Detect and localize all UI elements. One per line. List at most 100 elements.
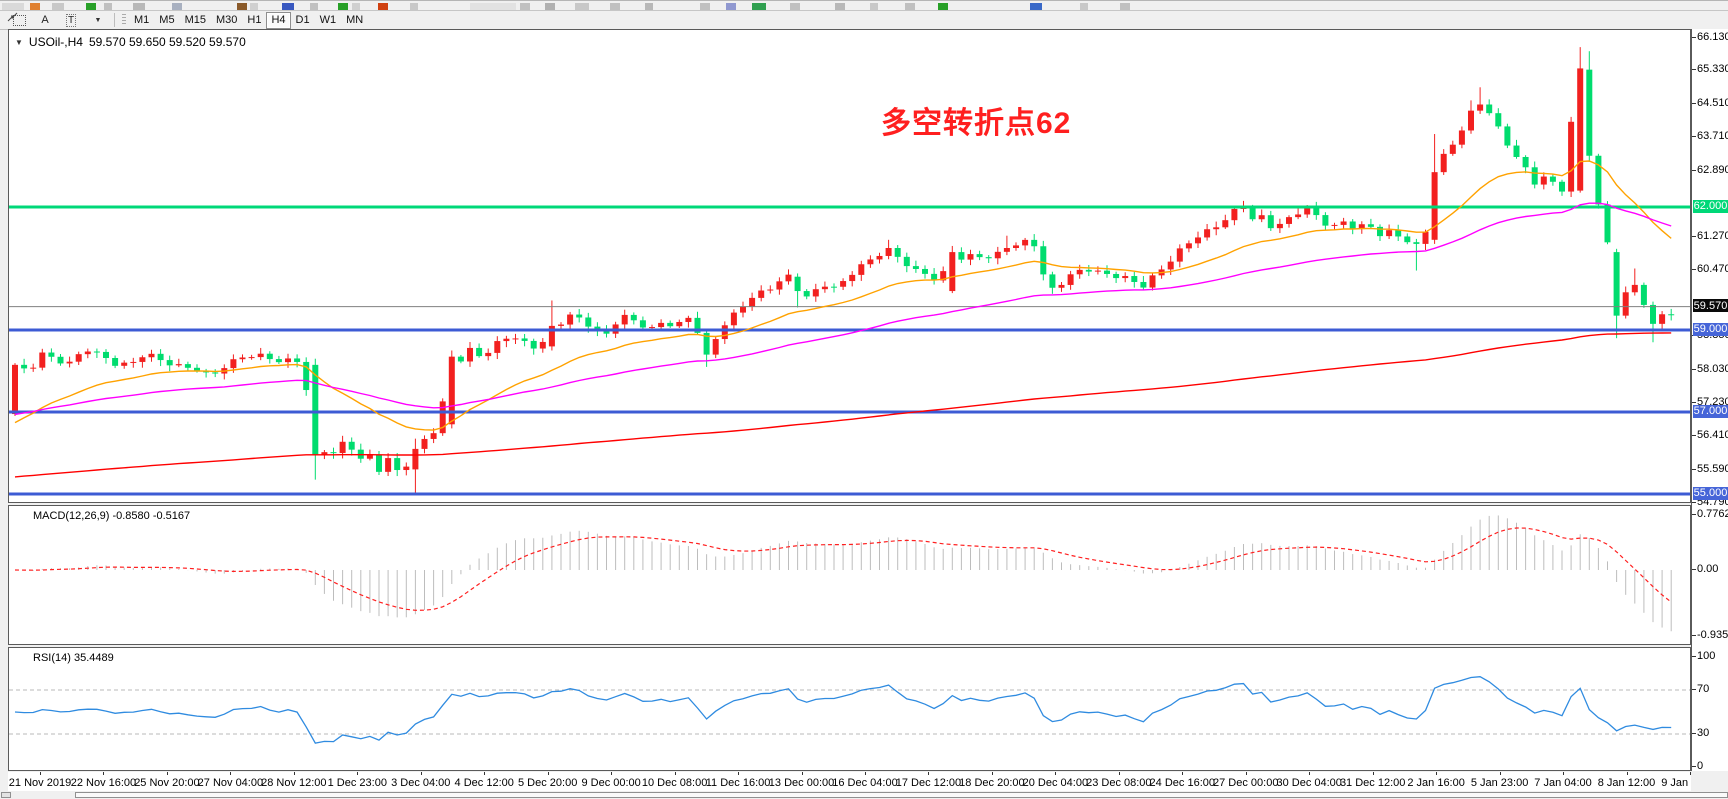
macd-indicator-panel[interactable]: MACD(12,26,9) -0.8580 -0.5167: [8, 505, 1691, 645]
price-axis-label: 0: [1697, 760, 1704, 772]
macd-label: MACD(12,26,9) -0.8580 -0.5167: [33, 510, 191, 522]
time-tick-mark: [611, 772, 613, 775]
toolbar-icon-stub[interactable]: [575, 3, 589, 10]
selection-frame-tool-icon[interactable]: [7, 12, 31, 29]
time-axis-label: 16 Dec 04:00: [832, 777, 898, 789]
timeframe-button-mn[interactable]: MN: [346, 14, 364, 26]
scroll-left-box[interactable]: [1, 792, 11, 798]
toolbar-icon-stub[interactable]: [104, 3, 112, 10]
price-axis-label: 55.590: [1697, 462, 1728, 475]
time-tick-mark: [1245, 772, 1247, 775]
time-axis-label: 1 Dec 23:00: [327, 777, 387, 789]
time-axis-label: 22 Nov 16:00: [70, 777, 137, 789]
price-axis-label: 56.410: [1697, 429, 1728, 442]
toolbar-icon-stub[interactable]: [1120, 3, 1130, 10]
toolbar-icon-stub[interactable]: [52, 3, 64, 10]
toolbar-icon-stub[interactable]: [545, 3, 555, 10]
toolbar-icon-stub[interactable]: [790, 3, 800, 10]
time-tick-mark: [484, 772, 486, 775]
axis-tick-mark: [1692, 103, 1696, 105]
timeframe-button-h1[interactable]: H1: [247, 14, 262, 26]
axis-tick-mark: [1692, 656, 1696, 657]
toolbar-icon-stub[interactable]: [282, 3, 294, 10]
toolbar-icon-stub[interactable]: [1080, 3, 1088, 10]
axis-tick-mark: [1692, 468, 1696, 470]
axis-tick-mark: [1692, 766, 1696, 767]
time-tick-mark: [1372, 772, 1374, 775]
toolbar-icon-stub[interactable]: [610, 3, 620, 10]
toolbar-icon-stub[interactable]: [378, 3, 388, 10]
time-axis-label: 27 Nov 04:00: [197, 777, 264, 789]
time-tick-mark: [991, 772, 993, 775]
toolbar-icon-stub[interactable]: [726, 3, 736, 10]
axis-tick-mark: [1692, 268, 1696, 270]
timeframe-button-m5[interactable]: M5: [159, 14, 175, 26]
toolbar-icon-stub[interactable]: [938, 3, 948, 10]
time-tick-mark: [40, 772, 41, 775]
price-axis-label: 70: [1697, 683, 1710, 695]
chevron-down-icon: ▼: [94, 16, 102, 24]
timeframe-button-h4[interactable]: H4: [266, 11, 291, 29]
price-level-badge: 59.000: [1693, 322, 1728, 336]
main-toolbar-clipped: [0, 1, 1728, 11]
toolbar-icon-stub[interactable]: [2, 3, 24, 10]
toolbar-icon-stub[interactable]: [1030, 3, 1042, 10]
toolbar-icon-stub[interactable]: [30, 3, 40, 10]
price-axis[interactable]: 66.130 65.330 64.510 63.710 62.890 61.270 60.4…: [1691, 29, 1728, 772]
timeframe-button-w1[interactable]: W1: [319, 14, 337, 26]
timeframe-button-m30[interactable]: M30: [215, 14, 238, 26]
time-axis-label: 3 Dec 04:00: [391, 777, 451, 789]
toolbar-icon-stub[interactable]: [520, 3, 530, 10]
time-tick-mark: [801, 772, 803, 775]
axis-tick-mark: [1692, 513, 1696, 515]
toolbar-icon-stub[interactable]: [645, 3, 653, 10]
toolbar-icon-stub[interactable]: [172, 3, 182, 10]
toolbar-icon-stub[interactable]: [835, 3, 845, 10]
toolbar-icon-stub[interactable]: [250, 3, 258, 10]
timeframe-button-m15[interactable]: M15: [184, 14, 206, 26]
axis-tick-mark: [1692, 401, 1696, 403]
drawing-tools-dropdown[interactable]: ▼: [7, 12, 109, 29]
price-axis-label: 63.710: [1697, 129, 1728, 142]
price-chart-panel[interactable]: ▼ USOil-,H4 59.570 59.650 59.520 59.570 …: [8, 29, 1691, 503]
time-axis-label: 10 Dec 08:00: [641, 777, 708, 789]
time-tick-mark: [1309, 772, 1311, 775]
time-tick-mark: [420, 772, 422, 775]
toolbar-icon-stub[interactable]: [870, 3, 878, 10]
axis-tick-mark: [1692, 733, 1696, 734]
collapse-quote-icon[interactable]: ▼: [15, 37, 23, 47]
toolbar-icon-stub[interactable]: [410, 3, 418, 10]
ohlc-quote-label: 59.570 59.650 59.520 59.570: [88, 35, 246, 49]
time-axis-label: 20 Dec 04:00: [1022, 777, 1089, 789]
price-axis-label: 61.270: [1697, 229, 1728, 242]
price-axis-label: 66.130: [1697, 30, 1728, 43]
toolbar-icon-stub[interactable]: [752, 3, 766, 10]
axis-tick-mark: [1692, 569, 1696, 570]
time-tick-mark: [293, 772, 295, 775]
chart-text-annotation[interactable]: 多空转折点62: [881, 107, 1072, 140]
text-label-tool[interactable]: A: [41, 14, 49, 26]
toolbar-icon-stub[interactable]: [237, 3, 247, 10]
timeframe-button-m1[interactable]: M1: [134, 14, 150, 26]
toolbar-icon-stub[interactable]: [310, 3, 318, 10]
price-axis-label: 58.030: [1697, 362, 1728, 375]
price-level-badge: 62.000: [1693, 199, 1728, 213]
timeframe-button-d1[interactable]: D1: [295, 14, 310, 26]
rsi-indicator-panel[interactable]: RSI(14) 35.4489: [8, 647, 1691, 771]
toolbar-icon-stub[interactable]: [352, 3, 360, 10]
toolbar-icon-stub[interactable]: [470, 3, 516, 10]
scrollbar-thumb[interactable]: [75, 792, 1728, 798]
time-axis-label: 2 Jan 16:00: [1407, 777, 1465, 789]
time-axis[interactable]: 21 Nov 2019 22 Nov 16:00 25 Nov 20:00 27 No…: [8, 772, 1691, 791]
text-box-tool[interactable]: T: [59, 12, 83, 29]
rsi-plot: [9, 676, 1690, 744]
axis-tick-mark: [1692, 135, 1696, 137]
axis-tick-mark: [1692, 635, 1696, 637]
toolbar-icon-stub[interactable]: [86, 3, 96, 10]
toolbar-icon-stub[interactable]: [133, 3, 145, 10]
toolbar-icon-stub[interactable]: [905, 3, 915, 10]
toolbar-icon-stub[interactable]: [338, 3, 348, 10]
toolbar-drag-handle[interactable]: [122, 14, 126, 26]
toolbar-icon-stub[interactable]: [700, 3, 710, 10]
